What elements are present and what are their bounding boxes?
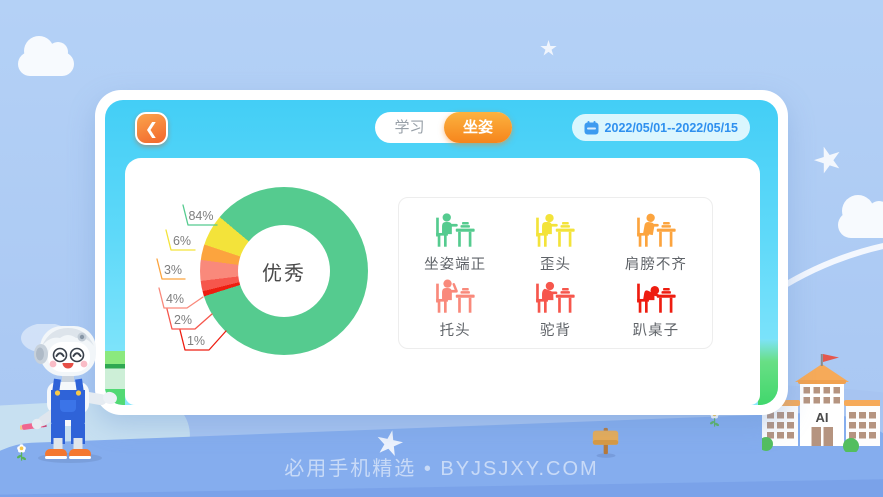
back-button[interactable]: ❮ bbox=[135, 112, 168, 145]
robot-mascot-illustration bbox=[20, 324, 117, 463]
donut-hole: 优秀 bbox=[238, 225, 330, 317]
posture-propping-head-icon bbox=[436, 279, 475, 313]
school-building-illustration: AI bbox=[762, 354, 880, 452]
legend-label: 坐姿端正 bbox=[424, 257, 487, 273]
legend-item-lying-on-desk: 趴桌子 bbox=[606, 274, 706, 340]
tab-switcher: 学习 坐姿 bbox=[375, 112, 512, 143]
chart-center-label: 优秀 bbox=[262, 262, 306, 285]
slice-pct-label: 4% bbox=[166, 292, 184, 306]
legend-label: 肩膀不齐 bbox=[624, 257, 687, 273]
legend-item-upright: 坐姿端正 bbox=[405, 208, 505, 274]
building-sign-label: AI bbox=[816, 410, 829, 425]
legend-label: 趴桌子 bbox=[632, 323, 680, 339]
calendar-icon bbox=[584, 120, 599, 134]
posture-tilted-head-icon bbox=[536, 213, 576, 247]
date-range-label: 2022/05/01--2022/05/15 bbox=[604, 120, 738, 135]
slice-pct-label: 6% bbox=[173, 234, 191, 248]
content-panel: 优秀 84% 6% 3% 4% 2% 1% bbox=[125, 158, 760, 405]
legend-item-hunchback: 驼背 bbox=[505, 274, 605, 340]
slice-pct-label: 1% bbox=[187, 334, 205, 348]
slice-pct-label: 3% bbox=[164, 263, 182, 277]
posture-lying-on-desk-icon bbox=[636, 283, 676, 313]
posture-upright-icon bbox=[436, 213, 475, 247]
star-icon bbox=[540, 40, 557, 56]
grass-decoration-left bbox=[105, 351, 125, 405]
star-icon bbox=[810, 142, 845, 177]
tab-study[interactable]: 学习 bbox=[394, 119, 425, 136]
legend-label: 歪头 bbox=[539, 257, 571, 273]
tab-posture[interactable]: 坐姿 bbox=[444, 112, 512, 143]
report-card: ❮ 学习 坐姿 2022/05/01--2022/05/15 bbox=[95, 90, 788, 415]
posture-hunchback-icon bbox=[536, 281, 576, 313]
legend-item-tilted-head: 歪头 bbox=[505, 208, 605, 274]
watermark-text: 必用手机精选 • BYJSJXY.COM bbox=[284, 458, 599, 480]
legend-label: 驼背 bbox=[539, 323, 571, 339]
legend-label: 托头 bbox=[439, 323, 471, 339]
posture-donut-chart: 优秀 bbox=[200, 187, 368, 355]
date-range-picker[interactable]: 2022/05/01--2022/05/15 bbox=[571, 114, 750, 141]
daisy-flower-icon bbox=[16, 444, 27, 461]
posture-uneven-shoulders-icon bbox=[636, 213, 676, 247]
slice-pct-label: 2% bbox=[174, 313, 192, 327]
cloud-icon bbox=[838, 195, 883, 238]
signpost-illustration bbox=[592, 427, 619, 458]
legend-item-propping-head: 托头 bbox=[405, 274, 505, 340]
grass-decoration-right bbox=[758, 339, 778, 405]
chart-label-lines: 84% 6% 3% 4% 2% 1% bbox=[156, 204, 227, 351]
legend-item-uneven-shoulders: 肩膀不齐 bbox=[606, 208, 706, 274]
back-icon: ❮ bbox=[144, 120, 159, 138]
slice-pct-label: 84% bbox=[188, 209, 213, 223]
cloud-icon bbox=[18, 36, 74, 76]
report-card-frame: ❮ 学习 坐姿 2022/05/01--2022/05/15 bbox=[105, 100, 778, 405]
posture-legend-panel: 坐姿端正 歪头 bbox=[398, 197, 713, 349]
